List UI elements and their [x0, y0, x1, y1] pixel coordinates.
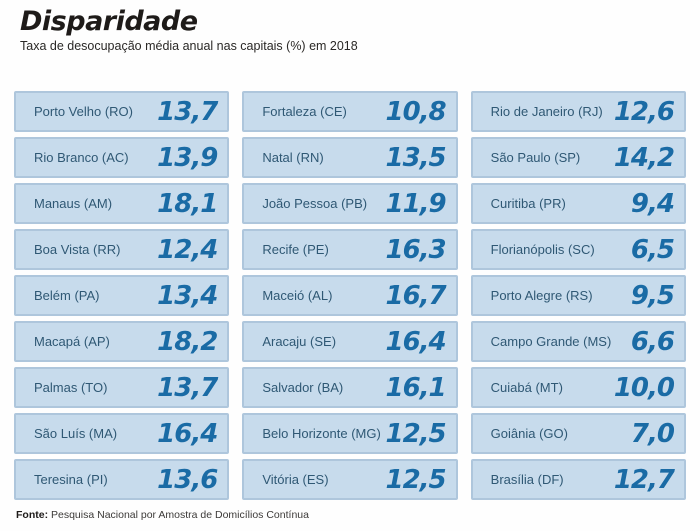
city-label: Macapá (AP): [34, 334, 110, 349]
table-row: Brasília (DF) 12,7: [470, 459, 686, 500]
city-label: Salvador (BA): [262, 380, 344, 395]
rate-value: 18,1: [157, 188, 218, 219]
rate-value: 12,5: [385, 464, 447, 495]
city-label: Brasília (DF): [490, 472, 564, 487]
city-label: Cuiabá (MT): [490, 380, 563, 395]
city-label: Rio de Janeiro (RJ): [490, 104, 603, 119]
city-label: Boa Vista (RR): [34, 242, 121, 257]
city-label: Belém (PA): [34, 288, 100, 303]
table-row: Cuiabá (MT) 10,0: [470, 367, 686, 408]
city-label: Goiânia (GO): [490, 426, 568, 441]
rate-value: 12,7: [613, 464, 675, 495]
city-label: Porto Velho (RO): [34, 104, 133, 119]
table-row: São Paulo (SP) 14,2: [470, 137, 686, 178]
city-label: Belo Horizonte (MG): [262, 426, 381, 441]
city-label: Florianópolis (SC): [490, 242, 595, 257]
rate-value: 10,0: [613, 372, 675, 403]
table-row: Aracaju (SE) 16,4: [242, 321, 458, 362]
source-text: Pesquisa Nacional por Amostra de Domicíl…: [48, 509, 309, 521]
table-row: Campo Grande (MS) 6,6: [470, 321, 686, 362]
rate-value: 13,6: [157, 464, 218, 495]
rate-value: 13,5: [385, 142, 447, 173]
table-row: Maceió (AL) 16,7: [242, 275, 458, 316]
rate-value: 13,9: [157, 142, 218, 173]
table-row: Palmas (TO) 13,7: [14, 367, 230, 408]
table-column-south-central: Rio de Janeiro (RJ) 12,6 São Paulo (SP) 14,…: [470, 91, 686, 500]
table-row: Porto Velho (RO) 13,7: [14, 91, 230, 132]
city-label: Campo Grande (MS): [490, 334, 612, 349]
source-note: Fonte: Pesquisa Nacional por Amostra de …: [16, 509, 309, 521]
rate-value: 13,4: [157, 280, 218, 311]
source-label: Fonte:: [16, 509, 49, 521]
table-row: Belém (PA) 13,4: [14, 275, 230, 316]
city-label: Teresina (PI): [34, 472, 108, 487]
table-row: João Pessoa (PB) 11,9: [242, 183, 458, 224]
rate-value: 9,4: [630, 188, 675, 219]
city-label: Vitória (ES): [262, 472, 329, 487]
city-label: São Luís (MA): [34, 426, 118, 441]
rate-value: 7,0: [630, 418, 675, 449]
rate-value: 13,7: [157, 96, 218, 127]
rate-value: 10,8: [385, 96, 447, 127]
table-row: Curitiba (PR) 9,4: [470, 183, 686, 224]
table-row: Rio de Janeiro (RJ) 12,6: [470, 91, 686, 132]
city-label: Rio Branco (AC): [34, 150, 129, 165]
table-row: Florianópolis (SC) 6,5: [470, 229, 686, 270]
table-row: São Luís (MA) 16,4: [14, 413, 230, 454]
table-row: Macapá (AP) 18,2: [14, 321, 230, 362]
rate-value: 16,7: [385, 280, 447, 311]
city-label: Aracaju (SE): [262, 334, 337, 349]
table-row: Salvador (BA) 16,1: [242, 367, 458, 408]
rate-value: 13,7: [157, 372, 218, 403]
rate-value: 16,4: [385, 326, 447, 357]
table-row: Rio Branco (AC) 13,9: [14, 137, 230, 178]
table-row: Vitória (ES) 12,5: [242, 459, 458, 500]
city-label: Recife (PE): [262, 242, 329, 257]
city-label: Curitiba (PR): [490, 196, 566, 211]
rate-value: 12,5: [385, 418, 447, 449]
rate-value: 6,5: [630, 234, 675, 265]
rate-value: 9,5: [630, 280, 675, 311]
rates-table: Porto Velho (RO) 13,7 Rio Branco (AC) 13,9 M…: [14, 91, 686, 500]
rate-value: 12,4: [157, 234, 218, 265]
table-row: Belo Horizonte (MG) 12,5: [242, 413, 458, 454]
page-title: Disparidade: [20, 6, 198, 37]
rate-value: 12,6: [613, 96, 675, 127]
rate-value: 16,3: [385, 234, 447, 265]
city-label: João Pessoa (PB): [262, 196, 368, 211]
table-row: Teresina (PI) 13,6: [14, 459, 230, 500]
city-label: Porto Alegre (RS): [490, 288, 593, 303]
rate-value: 6,6: [630, 326, 675, 357]
city-label: Maceió (AL): [262, 288, 333, 303]
city-label: Manaus (AM): [34, 196, 113, 211]
rate-value: 16,1: [385, 372, 447, 403]
city-label: Fortaleza (CE): [262, 104, 347, 119]
table-row: Fortaleza (CE) 10,8: [242, 91, 458, 132]
table-row: Natal (RN) 13,5: [242, 137, 458, 178]
header: Disparidade Taxa de desocupação média an…: [20, 6, 358, 54]
table-column-northeast: Fortaleza (CE) 10,8 Natal (RN) 13,5 João Pes…: [242, 91, 458, 500]
table-row: Recife (PE) 16,3: [242, 229, 458, 270]
table-row: Porto Alegre (RS) 9,5: [470, 275, 686, 316]
rate-value: 14,2: [613, 142, 675, 173]
city-label: Palmas (TO): [34, 380, 108, 395]
rate-value: 11,9: [385, 188, 447, 219]
table-row: Manaus (AM) 18,1: [14, 183, 230, 224]
rate-value: 18,2: [157, 326, 218, 357]
page-subtitle: Taxa de desocupação média anual nas capi…: [20, 39, 358, 54]
city-label: Natal (RN): [262, 150, 324, 165]
table-column-north: Porto Velho (RO) 13,7 Rio Branco (AC) 13,9 M…: [14, 91, 230, 500]
city-label: São Paulo (SP): [490, 150, 581, 165]
rate-value: 16,4: [157, 418, 218, 449]
table-row: Boa Vista (RR) 12,4: [14, 229, 230, 270]
table-row: Goiânia (GO) 7,0: [470, 413, 686, 454]
